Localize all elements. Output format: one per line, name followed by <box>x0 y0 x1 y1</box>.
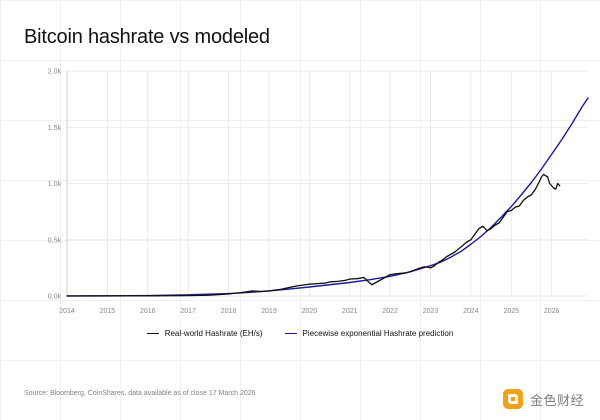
x-tick-label: 2014 <box>59 308 75 315</box>
legend-swatch-model <box>284 333 297 334</box>
y-tick-label: 0.5k <box>48 237 62 244</box>
legend-label-model: Piecewise exponential Hashrate predictio… <box>302 329 454 338</box>
x-tick-label: 2020 <box>302 308 318 315</box>
source-note: Source: Bloomberg, CoinShares, data avai… <box>24 390 256 397</box>
x-tick-label: 2024 <box>463 308 479 315</box>
x-tick-label: 2015 <box>100 308 116 315</box>
jinse-logo-icon <box>502 389 523 409</box>
y-tick-label: 2.0k <box>48 69 62 76</box>
legend-label-real: Real-world Hashrate (EH/s) <box>164 329 263 338</box>
x-tick-label: 2017 <box>180 308 196 315</box>
x-tick-label: 2016 <box>140 308 156 315</box>
watermark-text: 金色财经 <box>529 393 584 409</box>
chart-grid <box>66 70 588 297</box>
legend-item-model: Piecewise exponential Hashrate predictio… <box>284 329 454 338</box>
x-tick-label: 2023 <box>423 308 439 315</box>
chart-legend: Real-world Hashrate (EH/s) Piecewise exp… <box>0 329 600 338</box>
chart-series <box>66 97 589 297</box>
x-tick-label: 2018 <box>221 308 237 315</box>
chart-title: Bitcoin hashrate vs modeled <box>24 26 270 48</box>
legend-swatch-real <box>146 333 159 334</box>
x-tick-label: 2019 <box>261 308 277 315</box>
y-tick-label: 0.0k <box>48 294 62 301</box>
series-line-real-hashrate <box>66 173 561 297</box>
x-tick-label: 2021 <box>342 308 358 315</box>
x-tick-label: 2022 <box>382 308 398 315</box>
y-tick-label: 1.0k <box>48 181 62 188</box>
x-tick-label: 2026 <box>544 308 560 315</box>
watermark: 金色财经 <box>502 388 584 410</box>
legend-item-real: Real-world Hashrate (EH/s) <box>146 329 263 338</box>
y-tick-label: 1.5k <box>48 125 62 132</box>
series-line-model-prediction <box>66 97 589 297</box>
x-tick-label: 2025 <box>503 308 519 315</box>
chart-axes: 0.0k 0.5k 1.0k 1.5k 2.0k 2014 2015 2016 2017 2018… <box>48 69 560 316</box>
